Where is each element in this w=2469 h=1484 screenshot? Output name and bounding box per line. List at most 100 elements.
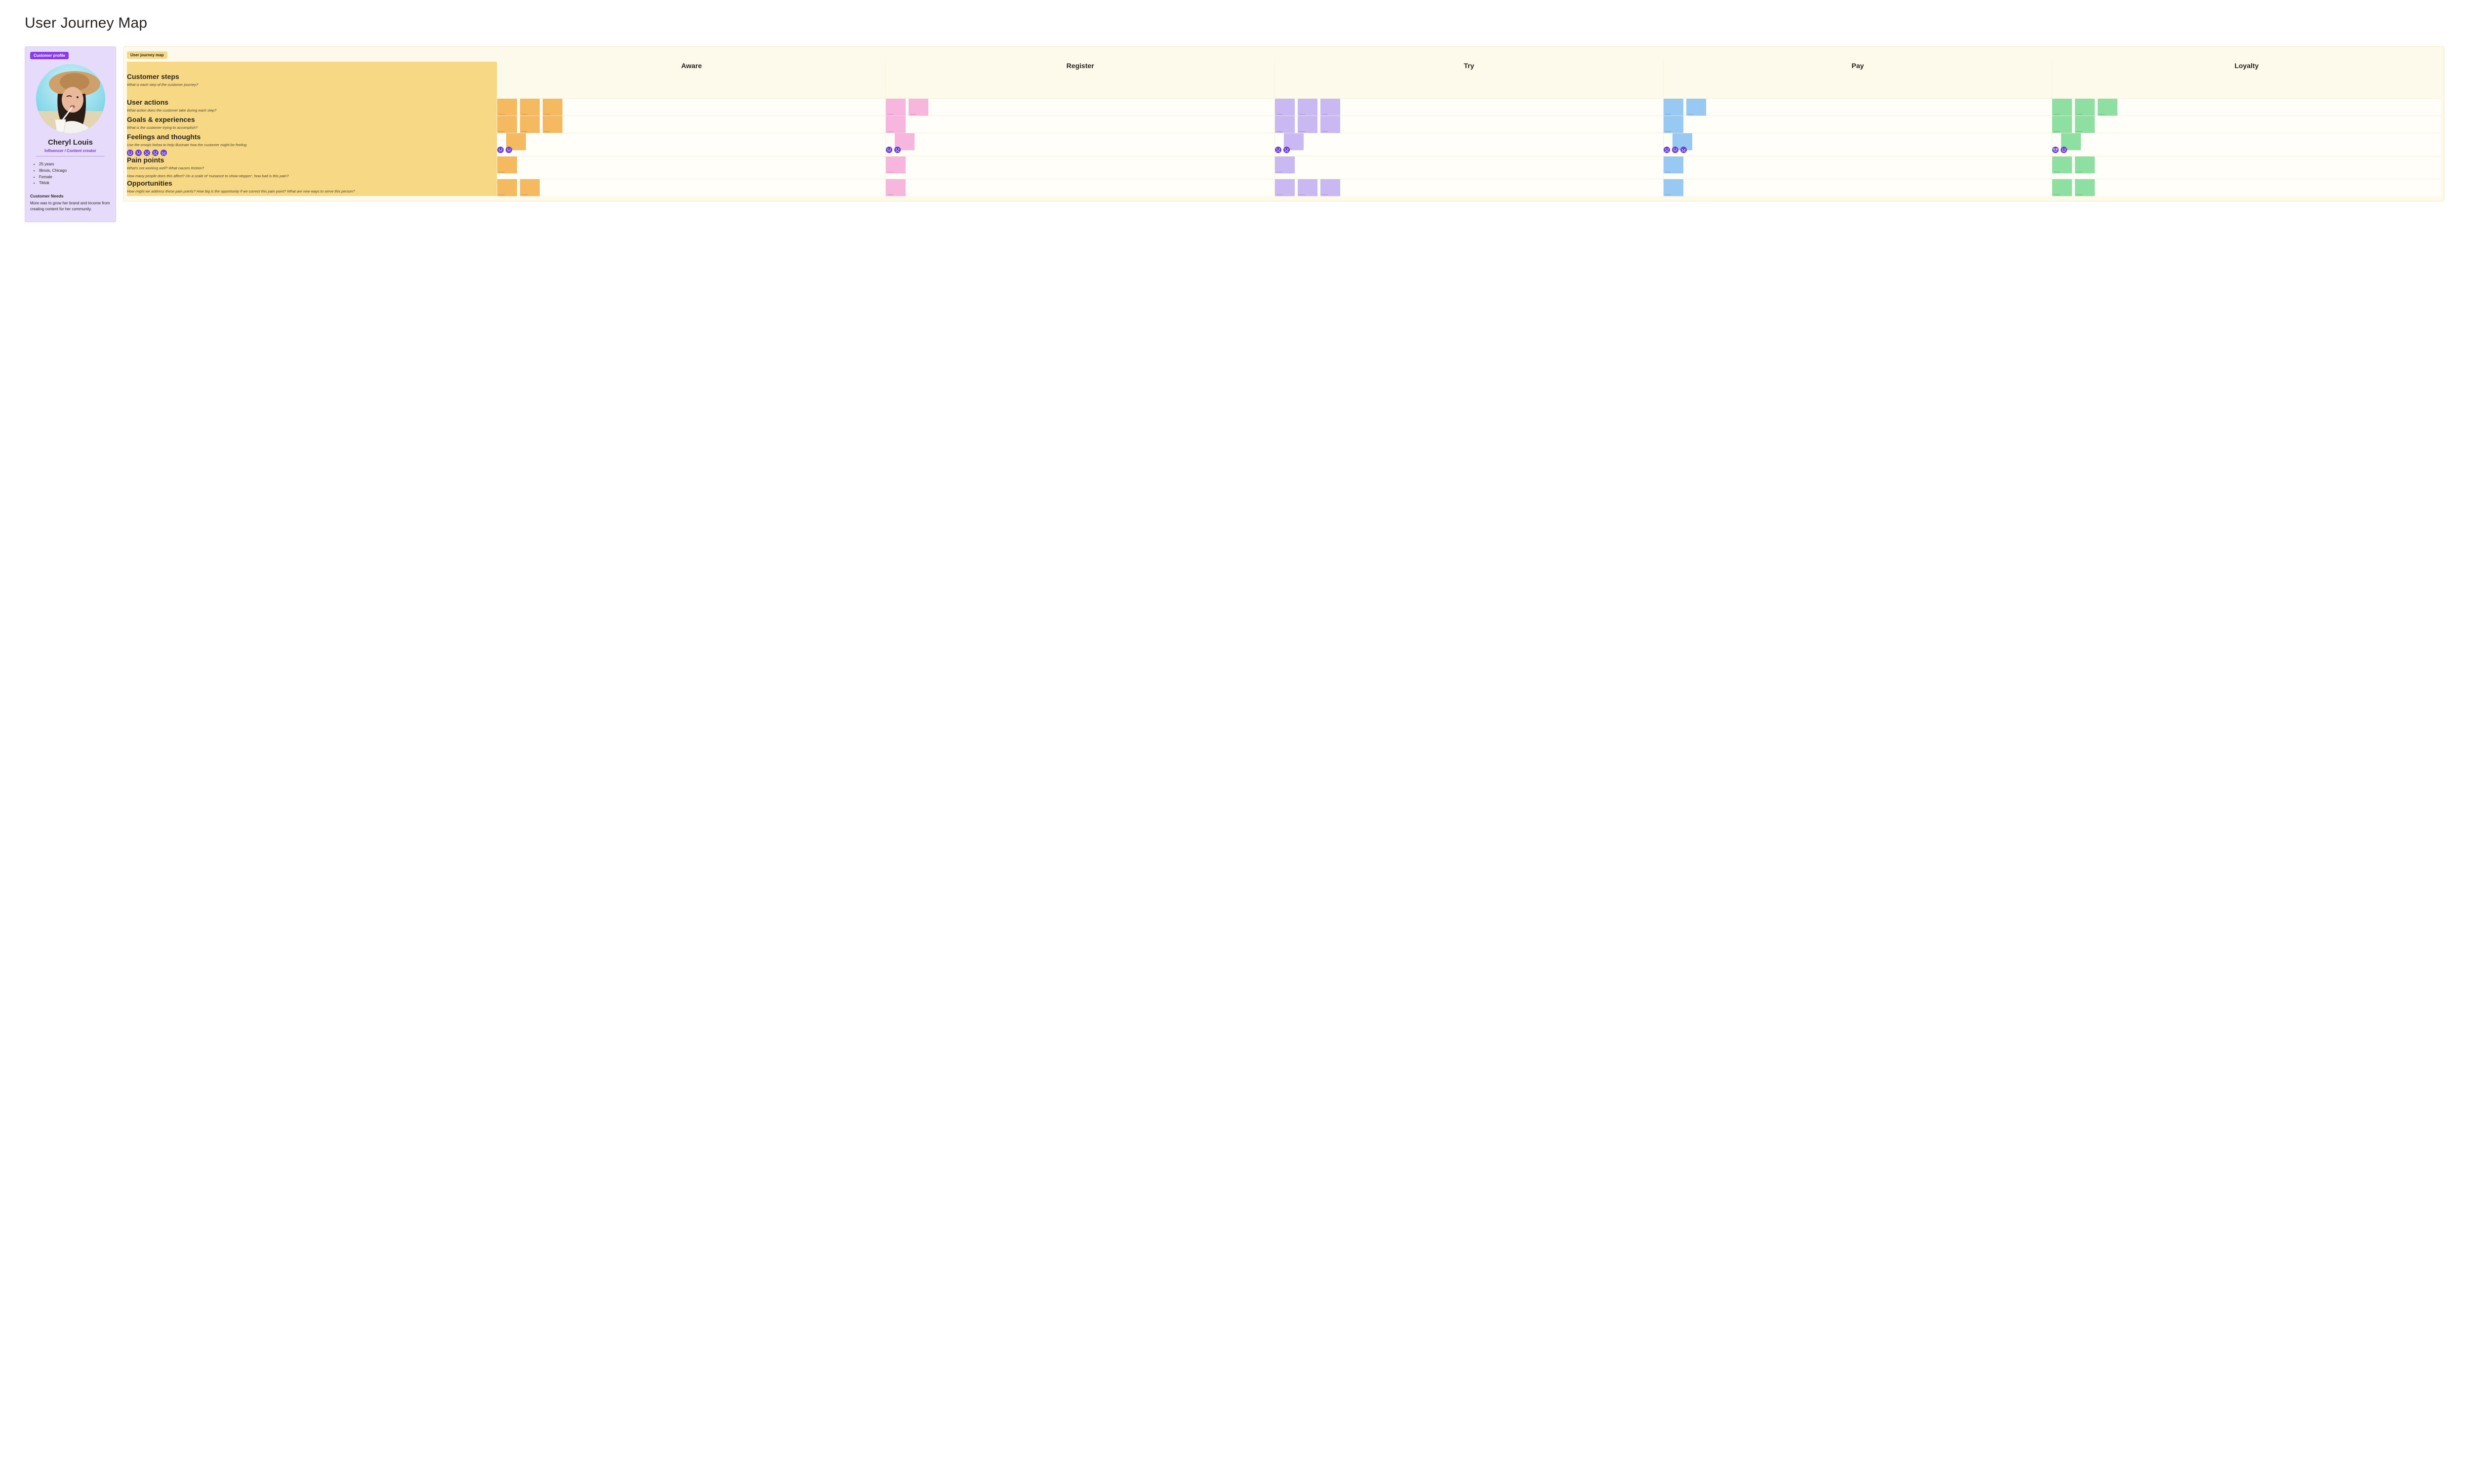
sticky-note[interactable] xyxy=(1298,179,1317,196)
sticky-note[interactable] xyxy=(543,99,562,116)
angry-emoji-icon xyxy=(1680,147,1687,153)
sticky-note[interactable] xyxy=(1320,116,1340,133)
sticky-note[interactable] xyxy=(886,156,906,173)
cell-pain-try xyxy=(1274,156,1663,179)
cell-pain-loyalty xyxy=(2052,156,2441,179)
sticky-note[interactable] xyxy=(2098,99,2117,116)
sticky-note[interactable] xyxy=(886,99,906,116)
sticky-note[interactable] xyxy=(1686,99,1706,116)
sad-emoji-icon xyxy=(1283,147,1290,153)
feelings-cluster xyxy=(1664,133,1692,150)
emoji-legend xyxy=(127,150,497,156)
sticky-note[interactable] xyxy=(1275,156,1295,173)
sticky-note[interactable] xyxy=(543,116,562,133)
sticky-note[interactable] xyxy=(1275,99,1295,116)
row-label-goals: Goals & experiences What is the customer … xyxy=(127,116,497,133)
notes-group xyxy=(886,179,1274,196)
sticky-note[interactable] xyxy=(1275,116,1295,133)
emoji-row xyxy=(497,147,512,153)
happy-emoji-icon xyxy=(2061,147,2067,153)
cell-opps-try xyxy=(1274,179,1663,196)
profile-needs-heading: Customer Needs xyxy=(30,194,111,198)
notes-group xyxy=(1664,116,2052,133)
sticky-note[interactable] xyxy=(2075,179,2095,196)
notes-group xyxy=(2052,99,2441,116)
cell-goals-try xyxy=(1274,116,1663,133)
sticky-note[interactable] xyxy=(1664,179,1683,196)
notes-group xyxy=(2052,179,2441,196)
sticky-note[interactable] xyxy=(2052,156,2072,173)
notes-group xyxy=(497,179,885,196)
sticky-note[interactable] xyxy=(497,156,517,173)
notes-group xyxy=(1275,179,1663,196)
sticky-note[interactable] xyxy=(497,99,517,116)
feelings-cluster xyxy=(2052,133,2081,150)
sticky-note[interactable] xyxy=(1664,156,1683,173)
sticky-note[interactable] xyxy=(1275,179,1295,196)
profile-name: Cheryl Louis xyxy=(30,138,111,147)
notes-group xyxy=(1275,99,1663,116)
canvas: Customer profile xyxy=(25,46,2444,222)
sticky-note[interactable] xyxy=(520,99,540,116)
sticky-note[interactable] xyxy=(1664,116,1683,133)
sticky-note[interactable] xyxy=(2075,156,2095,173)
cell-goals-register xyxy=(886,116,1274,133)
sticky-note[interactable] xyxy=(1298,116,1317,133)
stage-header-loyalty: Loyalty xyxy=(2052,62,2441,98)
emoji-row xyxy=(1275,147,1290,153)
row-subtitle: What's not working well? What causes fri… xyxy=(127,166,497,171)
journey-map-table: Customer stepsWhat is each step of the c… xyxy=(127,62,2441,196)
sticky-note[interactable] xyxy=(497,116,517,133)
sticky-note[interactable] xyxy=(1320,179,1340,196)
cell-opps-register xyxy=(886,179,1274,196)
sticky-note[interactable] xyxy=(520,179,540,196)
notes-group xyxy=(2052,156,2441,173)
cell-goals-pay xyxy=(1663,116,2052,133)
sticky-note[interactable] xyxy=(909,99,928,116)
profile-fact: 25 years xyxy=(39,161,111,168)
sticky-note[interactable] xyxy=(2052,99,2072,116)
sticky-note[interactable] xyxy=(497,179,517,196)
row-label-opps: OpportunitiesHow might we address these … xyxy=(127,179,497,196)
sad-emoji-icon xyxy=(1275,147,1281,153)
notes-group xyxy=(886,116,1274,133)
sticky-note[interactable] xyxy=(2052,179,2072,196)
avatar-illustration xyxy=(36,64,105,133)
stage-header-pay: Pay xyxy=(1663,62,2052,98)
row-title: Goals & experiences xyxy=(127,116,497,123)
sad-emoji-icon xyxy=(1664,147,1670,153)
profile-fact: Tiktok xyxy=(39,180,111,187)
row-label-feelings: Feelings and thoughtsUse the emojis belo… xyxy=(127,133,497,156)
sticky-note[interactable] xyxy=(1298,99,1317,116)
notes-group xyxy=(1664,156,2052,173)
sticky-note[interactable] xyxy=(2075,116,2095,133)
profile-fact: Illinois, Chicago xyxy=(39,168,111,174)
emoji-row xyxy=(1664,147,1687,153)
emoji-row xyxy=(2052,147,2067,153)
row-subtitle: What is the customer trying to accomplis… xyxy=(127,125,497,130)
sticky-note[interactable] xyxy=(886,179,906,196)
sticky-note[interactable] xyxy=(2052,116,2072,133)
cell-goals-aware xyxy=(497,116,886,133)
cell-actions-aware xyxy=(497,98,886,116)
cell-actions-pay xyxy=(1663,98,2052,116)
profile-role: Influencer / Content creator xyxy=(30,149,111,153)
row-title: Feelings and thoughts xyxy=(127,133,497,141)
notes-group xyxy=(2052,116,2441,133)
sticky-note[interactable] xyxy=(886,116,906,133)
sticky-note[interactable] xyxy=(1320,99,1340,116)
emoji-row xyxy=(886,147,901,153)
notes-group xyxy=(886,99,1274,116)
sticky-note[interactable] xyxy=(520,116,540,133)
sad-emoji-icon xyxy=(894,147,901,153)
sticky-note[interactable] xyxy=(1664,99,1683,116)
neutral-emoji-icon xyxy=(497,147,504,153)
notes-group xyxy=(497,116,885,133)
angry-emoji-icon xyxy=(160,150,167,156)
notes-group xyxy=(497,156,885,173)
journey-map-panel: User journey map Customer stepsWhat is e… xyxy=(123,46,2444,201)
stage-header-aware: Aware xyxy=(497,62,886,98)
cell-goals-loyalty xyxy=(2052,116,2441,133)
sticky-note[interactable] xyxy=(2075,99,2095,116)
feelings-cluster xyxy=(1275,133,1304,150)
